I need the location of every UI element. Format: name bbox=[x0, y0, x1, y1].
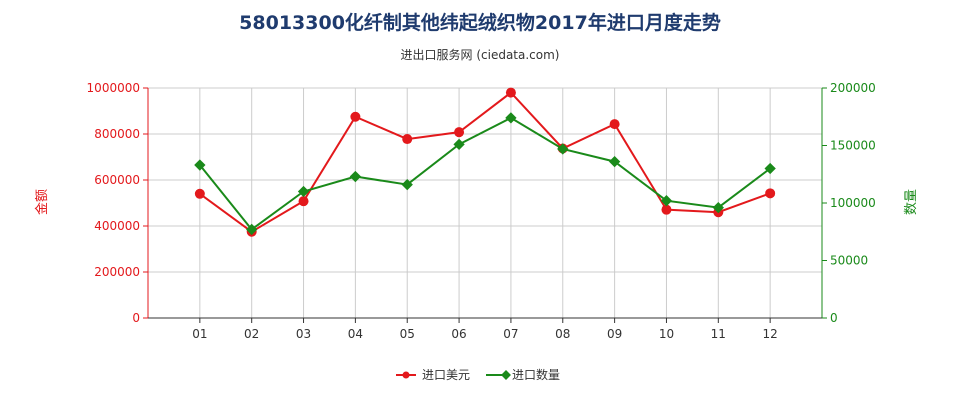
chart-subtitle: 进出口服务网 (ciedata.com) bbox=[400, 48, 560, 62]
y-left-tick-label: 800000 bbox=[94, 127, 140, 141]
x-tick-label: 05 bbox=[400, 327, 415, 341]
amount-point bbox=[609, 119, 620, 130]
series-layer bbox=[194, 87, 776, 237]
axes: 0 200000 400000 600000 800000 1000000 0 50000 10… bbox=[87, 81, 876, 341]
amount-point bbox=[454, 127, 465, 138]
quantity-point bbox=[246, 223, 258, 236]
grid-lines bbox=[148, 87, 822, 319]
quantity-point bbox=[712, 201, 724, 214]
quantity-point bbox=[297, 185, 310, 198]
legend-amount-label: 进口美元 bbox=[422, 368, 470, 382]
chart-title: 58013300化纤制其他纬起绒织物2017年进口月度走势 bbox=[239, 12, 721, 34]
y-right-tick-label: 50000 bbox=[830, 254, 868, 268]
quantity-point bbox=[608, 155, 621, 168]
x-tick-label: 08 bbox=[555, 327, 570, 341]
y-left-tick-label: 1000000 bbox=[87, 81, 140, 95]
y-axis-left-label: 金额 bbox=[34, 189, 50, 215]
y-right-tick-label: 100000 bbox=[830, 196, 876, 210]
y-right-tick-label: 0 bbox=[830, 311, 838, 325]
quantity-point bbox=[349, 170, 362, 183]
legend-quantity-label: 进口数量 bbox=[512, 367, 560, 382]
x-tick-label: 01 bbox=[192, 327, 207, 341]
legend-item-amount[interactable]: 进口美元 bbox=[396, 368, 470, 382]
legend: 进口美元 进口数量 bbox=[396, 367, 560, 382]
y-left-tick-label: 0 bbox=[132, 311, 140, 325]
amount-point bbox=[194, 188, 205, 199]
x-tick-label: 09 bbox=[607, 327, 622, 341]
x-tick-label: 07 bbox=[503, 327, 518, 341]
quantity-point bbox=[505, 112, 517, 124]
y-left-tick-label: 200000 bbox=[94, 265, 140, 279]
x-tick-label: 10 bbox=[659, 327, 674, 341]
y-left-tick-label: 400000 bbox=[94, 219, 140, 233]
quantity-point bbox=[453, 138, 465, 151]
y-axis-right-label: 数量 bbox=[904, 189, 919, 215]
legend-amount-marker bbox=[402, 371, 410, 379]
amount-point bbox=[765, 188, 776, 199]
amount-point bbox=[298, 196, 309, 207]
x-tick-label: 03 bbox=[296, 327, 311, 341]
amount-point bbox=[505, 87, 516, 98]
amount-point bbox=[350, 111, 361, 122]
quantity-point bbox=[764, 162, 776, 175]
y-right-tick-label: 150000 bbox=[830, 139, 876, 153]
quantity-point bbox=[557, 143, 569, 155]
quantity-point bbox=[401, 178, 413, 191]
quantity-point bbox=[194, 159, 206, 171]
y-right-tick-label: 200000 bbox=[830, 81, 876, 95]
x-tick-label: 12 bbox=[763, 327, 778, 341]
y-left-tick-label: 600000 bbox=[94, 173, 140, 187]
legend-item-quantity[interactable]: 进口数量 bbox=[486, 367, 560, 382]
amount-point bbox=[402, 134, 413, 145]
legend-quantity-marker bbox=[501, 370, 511, 380]
quantity-point bbox=[660, 195, 673, 207]
x-tick-label: 04 bbox=[348, 327, 363, 341]
x-tick-label: 02 bbox=[244, 327, 259, 341]
series-quantity-line bbox=[199, 116, 771, 231]
amount-point bbox=[661, 204, 672, 215]
series-amount-line bbox=[199, 91, 771, 233]
x-tick-label: 11 bbox=[711, 327, 726, 341]
x-tick-label: 06 bbox=[451, 327, 466, 341]
